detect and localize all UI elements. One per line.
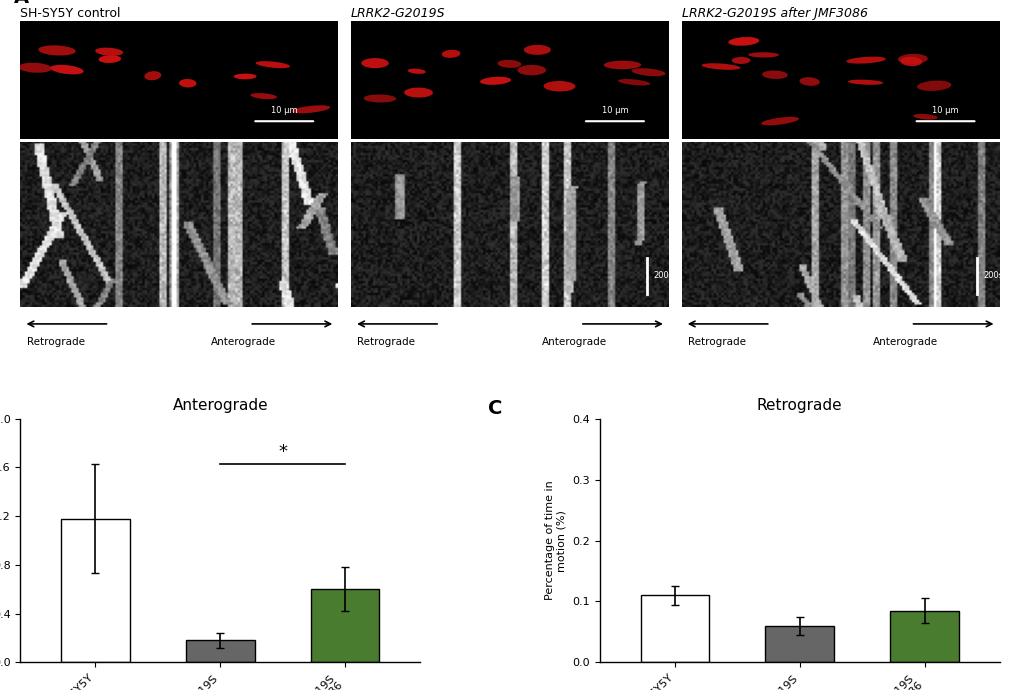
Ellipse shape [912,114,936,119]
Ellipse shape [39,46,75,55]
Text: 10 μm: 10 μm [271,106,298,115]
Text: 200s: 200s [652,271,673,280]
Ellipse shape [761,70,787,79]
Text: LRRK2-G2019S: LRRK2-G2019S [351,6,445,19]
Ellipse shape [846,57,884,63]
Text: 10 μm: 10 μm [931,106,958,115]
Text: Retrograde: Retrograde [26,337,85,347]
Ellipse shape [404,88,432,97]
Ellipse shape [408,68,425,74]
Ellipse shape [256,61,289,68]
Ellipse shape [517,65,545,75]
Text: 200s: 200s [982,271,1003,280]
Ellipse shape [916,81,951,91]
Text: Anterograde: Anterograde [541,337,606,347]
Ellipse shape [748,52,779,57]
Ellipse shape [799,77,819,86]
Text: C: C [487,400,502,418]
Bar [764,626,834,662]
Y-axis label: Percentage of time in
motion (%): Percentage of time in motion (%) [545,481,567,600]
Ellipse shape [441,50,460,58]
Ellipse shape [363,95,395,103]
Ellipse shape [145,71,161,80]
Text: A: A [14,0,30,7]
Text: 10 μm: 10 μm [601,106,628,115]
Text: SH-SY5Y control: SH-SY5Y control [20,6,121,19]
Ellipse shape [480,77,511,85]
Bar [890,611,958,662]
Ellipse shape [233,74,257,79]
Ellipse shape [497,60,521,68]
Ellipse shape [897,54,927,64]
Text: Retrograde: Retrograde [688,337,745,347]
Ellipse shape [847,79,882,85]
Bar [640,595,708,662]
Ellipse shape [728,37,758,46]
Ellipse shape [603,61,641,69]
Ellipse shape [99,55,121,63]
Ellipse shape [618,79,649,86]
Ellipse shape [524,45,550,55]
Ellipse shape [291,106,330,113]
Ellipse shape [701,63,740,70]
Text: Anterograde: Anterograde [871,337,936,347]
Ellipse shape [361,58,388,68]
Ellipse shape [95,48,123,56]
Text: Anterograde: Anterograde [211,337,276,347]
Ellipse shape [900,57,921,66]
Text: Retrograde: Retrograde [357,337,415,347]
Bar [61,519,129,662]
Ellipse shape [731,57,750,64]
Ellipse shape [543,81,575,92]
Ellipse shape [178,79,197,88]
Ellipse shape [18,63,52,72]
Ellipse shape [760,117,798,126]
Text: LRRK2-G2019S after JMF3086: LRRK2-G2019S after JMF3086 [681,6,867,19]
Ellipse shape [251,93,277,99]
Title: Anterograde: Anterograde [172,398,268,413]
Bar [185,640,255,662]
Bar [311,589,379,662]
Ellipse shape [50,65,84,75]
Ellipse shape [631,68,664,76]
Text: *: * [278,444,287,462]
Title: Retrograde: Retrograde [756,398,842,413]
